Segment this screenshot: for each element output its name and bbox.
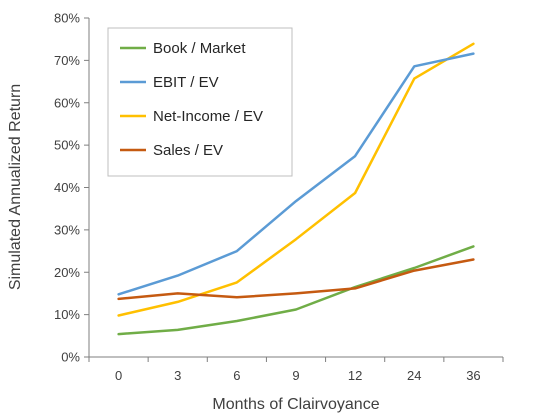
y-tick-label: 30% bbox=[54, 222, 80, 237]
y-tick-label: 50% bbox=[54, 138, 80, 153]
legend-label-ebit-ev: EBIT / EV bbox=[153, 74, 219, 91]
y-tick-label: 70% bbox=[54, 53, 80, 68]
legend-label-book-market: Book / Market bbox=[153, 40, 246, 57]
x-tick-label: 24 bbox=[407, 368, 421, 383]
y-tick-label: 0% bbox=[61, 350, 80, 365]
series-line-net-income-ev bbox=[117, 42, 475, 317]
legend-box bbox=[107, 27, 293, 177]
x-tick-label: 9 bbox=[292, 368, 299, 383]
y-tick-label: 40% bbox=[54, 180, 80, 195]
series-layer bbox=[117, 42, 475, 336]
x-axis-title: Months of Clairvoyance bbox=[212, 396, 379, 413]
x-tick-label: 12 bbox=[348, 368, 362, 383]
y-tick-label: 20% bbox=[54, 265, 80, 280]
y-tick-label: 80% bbox=[54, 11, 80, 26]
y-axis-title: Simulated Annualized Return bbox=[7, 84, 24, 290]
series-line-sales-ev bbox=[117, 258, 475, 301]
legend: Book / Market EBIT / EV Net-Income / EV Sal… bbox=[107, 27, 293, 177]
y-tick-label: 10% bbox=[54, 307, 80, 322]
series-line-ebit-ev bbox=[117, 52, 475, 296]
legend-label-sales-ev: Sales / EV bbox=[153, 142, 223, 159]
x-tick-label: 0 bbox=[115, 368, 122, 383]
legend-label-net-income-ev: Net-Income / EV bbox=[153, 108, 263, 125]
series-line-book-market bbox=[117, 245, 475, 336]
x-tick-label: 6 bbox=[233, 368, 240, 383]
y-tick-label: 60% bbox=[54, 95, 80, 110]
x-tick-label: 3 bbox=[174, 368, 181, 383]
axes: 0%10%20%30%40%50%60%70%80%0 3 6 9 12 24 36 bbox=[54, 11, 504, 383]
x-tick-label: 36 bbox=[466, 368, 480, 383]
